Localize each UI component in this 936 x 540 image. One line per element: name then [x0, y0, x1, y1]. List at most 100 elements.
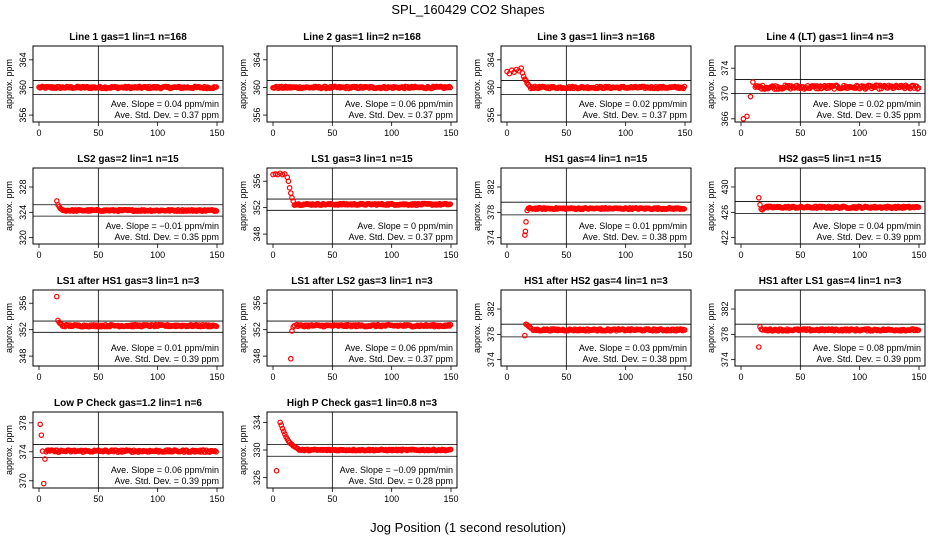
x-tick-label: 100: [618, 250, 633, 260]
y-tick-label: 334: [252, 415, 262, 430]
x-tick-label: 50: [93, 494, 103, 504]
x-tick-label: 0: [36, 250, 41, 260]
panel-title: HS1 after HS2 gas=4 lin=1 n=3: [524, 276, 668, 287]
data-point: [40, 480, 47, 487]
panel-title: HS1 after LS1 gas=4 lin=1 n=3: [759, 276, 902, 287]
x-tick-label: 50: [327, 372, 337, 382]
slope-annotation: Ave. Slope = 0.04 ppm/min: [111, 99, 219, 109]
x-tick-label: 0: [36, 128, 41, 138]
x-tick-label: 150: [443, 250, 458, 260]
y-tick-label: 352: [252, 200, 262, 215]
y-tick-label: 324: [18, 205, 28, 220]
slope-annotation: Ave. Slope = 0.02 ppm/min: [579, 99, 687, 109]
data-point: [287, 190, 294, 196]
data-point: [915, 85, 922, 91]
y-tick-label: 378: [18, 415, 28, 430]
y-tick-label: 356: [252, 174, 262, 189]
y-axis-label: approx. ppm: [238, 425, 248, 475]
x-tick-label: 0: [270, 128, 275, 138]
y-tick-label: 348: [252, 227, 262, 242]
slope-annotation: Ave. Slope = 0.06 ppm/min: [345, 343, 453, 353]
panel-14: High P Check gas=1 lin=0.8 n=3 0 50 100 150 3…: [238, 398, 459, 504]
data-point: [518, 65, 525, 71]
data-point: [523, 77, 529, 84]
y-axis-label: approx. ppm: [472, 303, 482, 353]
y-tick-label: 328: [18, 179, 28, 194]
data-point: [447, 84, 454, 91]
plot-frame: [500, 289, 692, 367]
panel-5: LS2 gas=2 lin=1 n=15 0 50 100 150 320 324 328 ap…: [4, 154, 225, 260]
panel-4: Line 4 (LT) gas=1 lin=4 n=3 0 50 100 150 366 3…: [706, 32, 927, 138]
stddev-annotation: Ave. Std. Dev. = 0.39 ppm: [817, 354, 921, 364]
y-tick-label: 356: [252, 108, 262, 123]
data-point: [750, 79, 756, 85]
data-point: [445, 321, 452, 328]
panel-7: HS1 gas=4 lin=1 n=15 0 50 100 150 374 378 382 ap…: [472, 154, 693, 260]
panel-title: Line 4 (LT) gas=1 lin=4 n=3: [766, 32, 894, 43]
data-point: [286, 185, 293, 191]
data-point: [213, 84, 220, 90]
x-tick-label: 0: [504, 372, 509, 382]
x-tick-label: 0: [738, 250, 743, 260]
stddev-annotation: Ave. Std. Dev. = 0.35 ppm: [817, 110, 921, 120]
y-tick-label: 352: [18, 322, 28, 337]
y-tick-label: 356: [18, 108, 28, 123]
x-tick-label: 150: [677, 250, 692, 260]
data-point: [38, 432, 45, 438]
x-tick-label: 150: [209, 250, 224, 260]
y-tick-label: 422: [720, 230, 730, 245]
y-tick-label: 374: [720, 61, 730, 76]
x-tick-label: 50: [93, 250, 103, 260]
x-tick-label: 100: [852, 372, 867, 382]
data-point: [526, 323, 533, 330]
data-point: [915, 327, 922, 333]
y-tick-label: 360: [486, 80, 496, 95]
figure-title: SPL_160429 CO2 Shapes: [391, 2, 545, 17]
x-tick-label: 100: [384, 128, 399, 138]
x-tick-label: 100: [150, 128, 165, 138]
panel-title: Line 3 gas=1 lin=3 n=168: [537, 32, 655, 43]
y-tick-label: 374: [486, 352, 496, 367]
x-tick-label: 50: [93, 128, 103, 138]
data-point: [681, 327, 688, 333]
stddev-annotation: Ave. Std. Dev. = 0.39 ppm: [115, 476, 219, 486]
x-tick-label: 100: [618, 128, 633, 138]
panel-title: LS1 after LS2 gas=3 lin=1 n=3: [291, 276, 433, 287]
data-points: [53, 198, 220, 214]
x-tick-label: 0: [504, 128, 509, 138]
panel-10: LS1 after LS2 gas=3 lin=1 n=3 0 50 100 150 34…: [238, 276, 459, 382]
y-tick-label: 366: [720, 111, 730, 126]
y-axis-label: approx. ppm: [4, 425, 14, 475]
y-tick-label: 320: [18, 230, 28, 245]
x-tick-label: 0: [738, 128, 743, 138]
panel-title: HS2 gas=5 lin=1 n=15: [779, 154, 882, 165]
data-point: [740, 116, 747, 122]
x-tick-label: 100: [150, 250, 165, 260]
data-points: [270, 83, 454, 92]
x-tick-label: 150: [677, 372, 692, 382]
slope-annotation: Ave. Slope = 0.06 ppm/min: [345, 99, 453, 109]
stddev-annotation: Ave. Std. Dev. = 0.37 ppm: [115, 110, 219, 120]
y-tick-label: 356: [18, 296, 28, 311]
panels: Line 1 gas=1 lin=1 n=168 0 50 100 150 356 360 3…: [4, 32, 927, 504]
slope-annotation: Ave. Slope = −0.09 ppm/min: [340, 465, 453, 475]
panel-2: Line 2 gas=1 lin=2 n=168 0 50 100 150 356 360 3…: [238, 32, 459, 138]
y-tick-label: 356: [252, 296, 262, 311]
x-tick-label: 0: [504, 250, 509, 260]
x-tick-label: 150: [443, 494, 458, 504]
x-tick-label: 150: [209, 494, 224, 504]
y-tick-label: 426: [720, 205, 730, 220]
y-tick-label: 382: [486, 301, 496, 316]
data-point: [447, 201, 454, 207]
x-tick-label: 0: [270, 494, 275, 504]
slope-annotation: Ave. Slope = 0.01 ppm/min: [111, 343, 219, 353]
panel-11: HS1 after HS2 gas=4 lin=1 n=3 0 50 100 150 37…: [472, 276, 693, 382]
data-points: [755, 323, 922, 350]
y-axis-label: approx. ppm: [238, 59, 248, 109]
figure-xlabel: Jog Position (1 second resolution): [370, 520, 566, 535]
y-axis-label: approx. ppm: [472, 59, 482, 109]
data-point: [279, 425, 286, 432]
y-tick-label: 360: [18, 80, 28, 95]
y-tick-label: 374: [18, 444, 28, 459]
slope-annotation: Ave. Slope = 0.06 ppm/min: [111, 465, 219, 475]
